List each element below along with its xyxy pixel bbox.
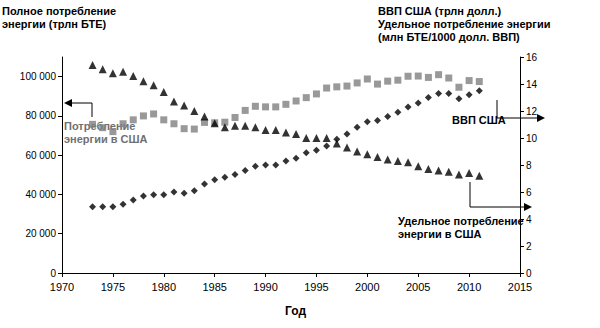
- svg-text:ВВП США (трлн долл.): ВВП США (трлн долл.): [378, 5, 501, 17]
- svg-text:10: 10: [526, 133, 538, 144]
- svg-text:1980: 1980: [152, 281, 176, 293]
- svg-text:энергии (трлн БТЕ): энергии (трлн БТЕ): [2, 18, 107, 30]
- svg-text:2000: 2000: [355, 281, 379, 293]
- svg-text:12: 12: [526, 106, 538, 117]
- svg-text:Потребление: Потребление: [64, 120, 135, 132]
- svg-text:100 000: 100 000: [20, 71, 57, 82]
- svg-text:60 000: 60 000: [25, 150, 56, 161]
- svg-text:(млн БТЕ/1000 долл. ВВП): (млн БТЕ/1000 долл. ВВП): [378, 31, 520, 43]
- svg-text:2015: 2015: [508, 281, 532, 293]
- svg-text:8: 8: [526, 160, 532, 171]
- svg-text:1990: 1990: [253, 281, 277, 293]
- svg-text:2: 2: [526, 241, 532, 252]
- svg-text:1975: 1975: [101, 281, 125, 293]
- svg-text:16: 16: [526, 52, 538, 63]
- svg-text:20 000: 20 000: [25, 228, 56, 239]
- svg-text:энергии в США: энергии в США: [64, 133, 148, 145]
- svg-text:1995: 1995: [304, 281, 328, 293]
- svg-text:1970: 1970: [50, 281, 74, 293]
- svg-text:0: 0: [50, 268, 56, 279]
- svg-text:энергии в США: энергии в США: [398, 228, 482, 240]
- svg-text:4: 4: [526, 214, 532, 225]
- svg-text:Год: Год: [285, 304, 306, 318]
- svg-text:80 000: 80 000: [25, 110, 56, 121]
- svg-text:Удельное потребление энергии: Удельное потребление энергии: [378, 18, 550, 30]
- svg-text:0: 0: [526, 268, 532, 279]
- svg-text:ВВП США: ВВП США: [452, 114, 506, 126]
- svg-text:2005: 2005: [406, 281, 430, 293]
- svg-text:14: 14: [526, 79, 538, 90]
- svg-text:1985: 1985: [202, 281, 226, 293]
- svg-text:2010: 2010: [457, 281, 481, 293]
- svg-text:Полное потребление: Полное потребление: [2, 5, 116, 17]
- svg-text:6: 6: [526, 187, 532, 198]
- svg-text:Удельное потребление: Удельное потребление: [398, 215, 524, 227]
- svg-text:40 000: 40 000: [25, 189, 56, 200]
